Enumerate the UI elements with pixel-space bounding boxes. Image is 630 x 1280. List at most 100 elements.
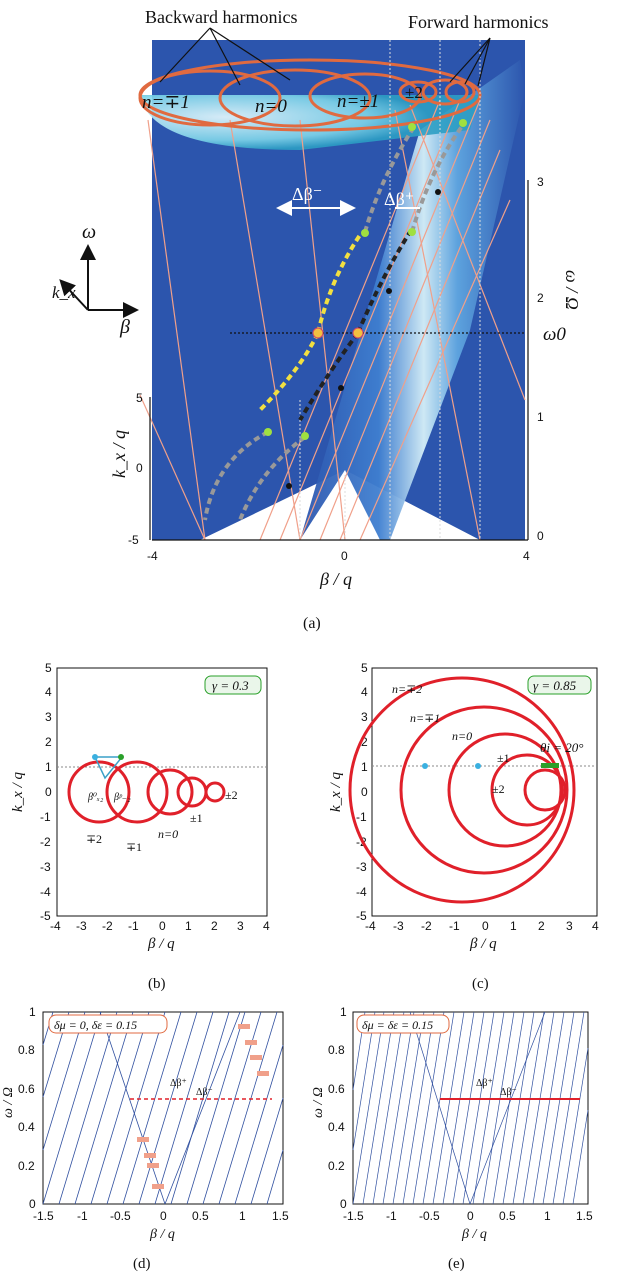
svg-text:-4: -4 xyxy=(40,885,51,899)
svg-text:-1: -1 xyxy=(449,919,460,933)
backward-harmonics-label: Backward harmonics xyxy=(145,7,297,27)
panel-b-harm-p1: ±1 xyxy=(190,811,203,825)
left-ticks: 5 0 -5 xyxy=(128,391,143,547)
panel-b: 5 4 3 2 1 0 -1 -2 -3 -4 -5 -4 -3 -2 -1 0… xyxy=(10,661,270,992)
svg-text:1.5: 1.5 xyxy=(272,1209,289,1223)
svg-text:5: 5 xyxy=(136,391,143,405)
svg-text:3: 3 xyxy=(537,175,544,189)
svg-text:1.5: 1.5 xyxy=(576,1209,593,1223)
svg-text:-5: -5 xyxy=(356,909,367,923)
panel-d-param-box xyxy=(48,1014,168,1034)
svg-text:3: 3 xyxy=(566,919,573,933)
svg-text:3: 3 xyxy=(45,710,52,724)
svg-text:0.6: 0.6 xyxy=(328,1082,345,1096)
svg-text:-1: -1 xyxy=(128,919,139,933)
svg-text:1: 1 xyxy=(361,760,368,774)
panel-c: 5 4 3 2 1 0 -1 -2 -3 -4 -5 -4 -3 -2 -1 0… xyxy=(328,661,599,992)
panel-b-triangle xyxy=(94,756,124,780)
right-ticks: 3 2 1 0 xyxy=(537,175,544,543)
panel-b-ylabel: k_x / q xyxy=(10,772,26,812)
panel-d-hatch xyxy=(42,1011,284,1205)
panel-b-gamma: γ = 0.3 xyxy=(212,678,249,693)
svg-text:-1.5: -1.5 xyxy=(33,1209,54,1223)
yellow-path-upper xyxy=(316,233,362,334)
panel-a: Δβ⁻ Δβ⁺ Backward harmonics Forward harmo… xyxy=(52,7,582,632)
panel-c-harm-0: n=0 xyxy=(452,729,472,743)
panel-b-yticks: 5 4 3 2 1 0 -1 -2 -3 -4 -5 xyxy=(40,661,52,923)
svg-text:1: 1 xyxy=(544,1209,551,1223)
panel-c-xticks: -4 -3 -2 -1 0 1 2 3 4 xyxy=(365,919,599,933)
svg-text:0: 0 xyxy=(45,785,52,799)
svg-text:0: 0 xyxy=(340,1197,347,1211)
caption-e: (e) xyxy=(448,1256,465,1272)
svg-text:2: 2 xyxy=(45,735,52,749)
svg-text:-4: -4 xyxy=(50,919,61,933)
panel-b-harm-p2: ±2 xyxy=(225,788,238,802)
svg-text:4: 4 xyxy=(592,919,599,933)
svg-text:0.8: 0.8 xyxy=(18,1043,35,1057)
panel-e: 1 0.8 0.6 0.4 0.2 0 -1.5 -1 -0.5 0 0.5 1… xyxy=(311,1005,593,1272)
svg-text:1: 1 xyxy=(537,410,544,424)
panel-b-harm-0: n=0 xyxy=(158,827,178,841)
svg-text:3: 3 xyxy=(237,919,244,933)
panel-c-gamma: γ = 0.85 xyxy=(533,678,577,693)
panel-c-yticks: 5 4 3 2 1 0 -1 -2 -3 -4 -5 xyxy=(356,661,368,923)
panel-d: 1 0.8 0.6 0.4 0.2 0 -1.5 -1 -0.5 0 0.5 1… xyxy=(1,1005,289,1272)
panel-e-hatch xyxy=(352,1011,589,1205)
panel-e-dminus: Δβ⁻ xyxy=(500,1087,517,1098)
delta-minus-label: Δβ⁻ xyxy=(292,184,322,204)
harmonic-ellipses xyxy=(138,58,482,132)
right-axis-label: ω / Ω xyxy=(562,270,582,310)
ellipse-label-n-0: n=0 xyxy=(255,96,287,117)
points xyxy=(264,119,467,489)
svg-text:-1: -1 xyxy=(40,810,51,824)
panel-c-harm-m1: n=∓1 xyxy=(410,711,440,725)
svg-text:0.4: 0.4 xyxy=(18,1120,35,1134)
svg-text:-5: -5 xyxy=(40,909,51,923)
svg-text:-2: -2 xyxy=(40,835,51,849)
panel-c-harm-p1: ±1 xyxy=(497,751,510,765)
svg-text:2: 2 xyxy=(361,735,368,749)
svg-text:0: 0 xyxy=(160,1209,167,1223)
svg-text:0.5: 0.5 xyxy=(192,1209,209,1223)
omega0-label: ω0 xyxy=(543,324,566,345)
panel-d-param: δμ = 0, δε = 0.15 xyxy=(54,1018,137,1032)
svg-text:0.4: 0.4 xyxy=(328,1120,345,1134)
svg-text:3: 3 xyxy=(361,710,368,724)
svg-text:1: 1 xyxy=(510,919,517,933)
svg-text:-1: -1 xyxy=(386,1209,397,1223)
panel-c-theta: θi = 20° xyxy=(540,740,583,755)
panel-b-xlabel: β / q xyxy=(147,936,175,952)
svg-text:-3: -3 xyxy=(40,860,51,874)
panel-b-harm-m1: ∓1 xyxy=(126,840,142,854)
bottom-ticks: -4 0 4 xyxy=(147,549,530,563)
panel-c-harm-p2: ±2 xyxy=(492,782,505,796)
svg-text:-4: -4 xyxy=(356,885,367,899)
panel-e-ylabel: ω / Ω xyxy=(311,1087,326,1118)
panel-e-xlabel: β / q xyxy=(461,1227,487,1242)
svg-text:0.6: 0.6 xyxy=(18,1082,35,1096)
axis-omega-label: ω xyxy=(82,221,96,243)
panel-c-xlabel: β / q xyxy=(469,936,497,952)
caption-c: (c) xyxy=(472,976,489,992)
grey-path-4 xyxy=(410,123,465,233)
panel-e-param-box xyxy=(356,1014,450,1034)
panel-e-yticks: 1 0.8 0.6 0.4 0.2 0 xyxy=(328,1005,347,1211)
panel-d-xticks: -1.5 -1 -0.5 0 0.5 1 1.5 xyxy=(33,1209,289,1223)
svg-text:5: 5 xyxy=(361,661,368,675)
panel-c-circles xyxy=(348,676,576,904)
black-path-upper xyxy=(356,230,412,334)
svg-text:-4: -4 xyxy=(147,549,158,563)
grey-path-1 xyxy=(203,430,269,521)
dispersion-ridge xyxy=(300,60,525,540)
svg-text:0: 0 xyxy=(482,919,489,933)
svg-text:-1.5: -1.5 xyxy=(343,1209,364,1223)
bottom-axis-label: β / q xyxy=(319,569,352,589)
panel-d-yticks: 1 0.8 0.6 0.4 0.2 0 xyxy=(18,1005,36,1211)
ellipse-label-n-m1: n=∓1 xyxy=(142,92,190,113)
svg-text:1: 1 xyxy=(45,760,52,774)
svg-text:2: 2 xyxy=(211,919,218,933)
panel-b-xticks: -4 -3 -2 -1 0 1 2 3 4 xyxy=(50,919,270,933)
panel-b-harm-m2: ∓2 xyxy=(86,832,102,846)
